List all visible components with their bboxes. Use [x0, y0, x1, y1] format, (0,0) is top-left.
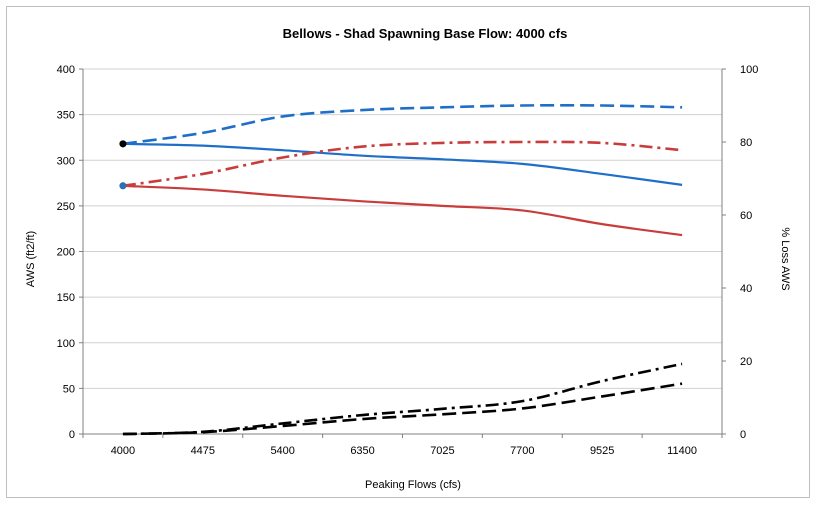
x-tick-label: 7025 [430, 445, 454, 457]
x-tick-label: 5400 [270, 445, 294, 457]
x-tick-label: 9525 [590, 445, 614, 457]
y-tick-label: 300 [57, 155, 75, 167]
y2-axis-ticks: 0 20 40 60 80 100 [722, 64, 758, 441]
series-line-2 [122, 103, 683, 146]
y-tick-label: 350 [57, 110, 75, 122]
series-line-4 [122, 140, 683, 188]
series-group [122, 103, 683, 436]
series-start-marker [119, 182, 127, 190]
series-line-5 [122, 382, 683, 436]
line-chart: Bellows - Shad Spawning Base Flow: 4000 … [25, 26, 791, 491]
y-tick-label: 400 [57, 64, 75, 76]
series-start-marker [119, 140, 127, 148]
y-axis-label: AWS (ft2/ft) [25, 231, 37, 287]
chart-title: Bellows - Shad Spawning Base Flow: 4000 … [283, 26, 568, 41]
chart-container: Bellows - Shad Spawning Base Flow: 4000 … [6, 6, 810, 498]
x-tick-label: 6350 [350, 445, 374, 457]
series-line-1 [122, 142, 683, 186]
markers-group [119, 140, 127, 190]
y2-tick-label: 80 [740, 137, 752, 149]
x-tick-label: 4000 [111, 445, 135, 457]
series-line-3 [122, 184, 683, 237]
x-tick-label: 4475 [191, 445, 215, 457]
y-tick-label: 250 [57, 201, 75, 213]
x-axis-ticks: 4000 4475 5400 6350 7025 7700 9525 11400 [82, 434, 723, 457]
y2-tick-label: 40 [740, 283, 752, 295]
y2-tick-label: 100 [740, 64, 758, 76]
y2-axis-label: % Loss AWS [779, 227, 791, 290]
gridlines [83, 68, 722, 389]
series-line-6 [122, 362, 683, 436]
y2-tick-label: 0 [740, 429, 746, 441]
y-tick-label: 200 [57, 247, 75, 259]
x-tick-label: 11400 [667, 445, 697, 457]
y2-tick-label: 20 [740, 356, 752, 368]
y-tick-label: 50 [63, 383, 75, 395]
x-tick-label: 7700 [510, 445, 534, 457]
y-tick-label: 0 [69, 429, 75, 441]
y-axis-ticks: 0 50 100 150 200 250 300 350 400 [57, 64, 83, 441]
y2-tick-label: 60 [740, 210, 752, 222]
y-tick-label: 150 [57, 292, 75, 304]
x-axis-label: Peaking Flows (cfs) [365, 479, 461, 491]
y-tick-label: 100 [57, 338, 75, 350]
